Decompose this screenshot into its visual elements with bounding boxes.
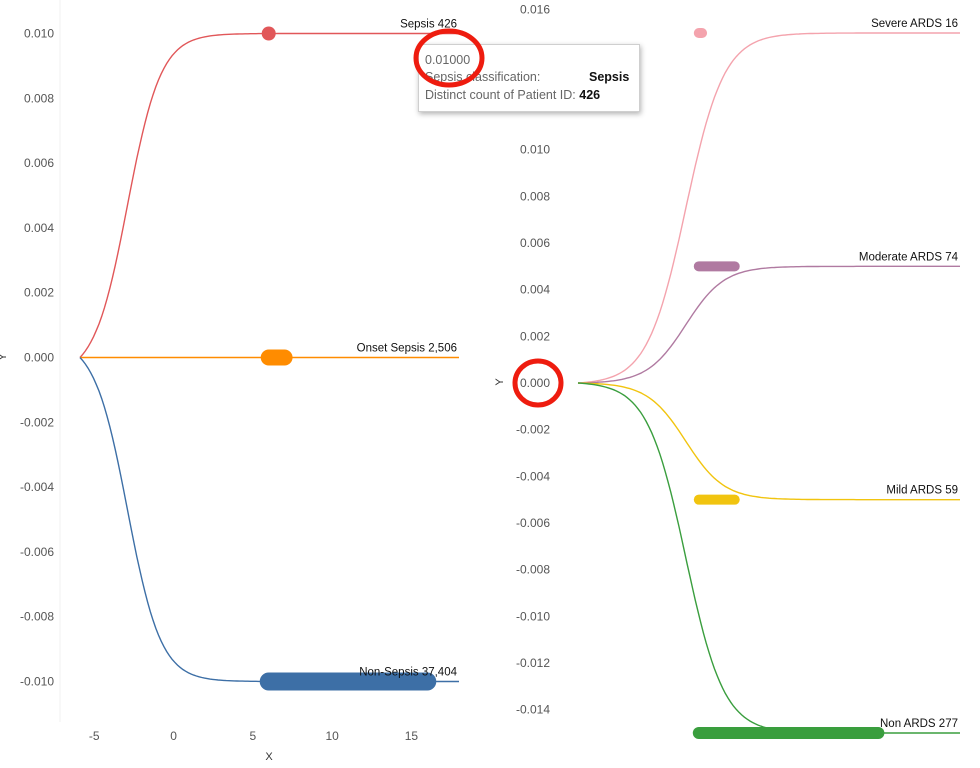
series-line-mild-ards: [577, 382, 960, 501]
y-tick-label: -0.008: [20, 610, 54, 624]
series-line-moderate-ards: [577, 265, 960, 384]
series-label-onset-sepsis: Onset Sepsis 2,506: [357, 343, 457, 355]
left-sepsis-chart: 0.010 0.008 0.006 0.004 0.002 0.000 -0.002 -0.0…: [0, 19, 459, 763]
tooltip-value: 0.01000: [425, 53, 471, 67]
y-axis-title: Y: [494, 378, 506, 386]
x-axis-title: X: [265, 751, 273, 763]
tooltip: 0.01000 Sepsis classification: Sepsis Di…: [418, 44, 640, 112]
y-tick-label: -0.006: [20, 545, 54, 559]
y-tick-label: 0.004: [520, 283, 550, 297]
y-tick-label: 0.008: [24, 91, 54, 105]
y-axis-title: Y: [0, 353, 9, 361]
x-tick-label: 10: [325, 729, 339, 743]
y-tick-label: 0.002: [520, 329, 550, 343]
series-line-severe-ards: [577, 32, 960, 384]
series-label-mild-ards: Mild ARDS 59: [886, 485, 958, 497]
x-tick-label: -5: [89, 729, 100, 743]
y-tick-label: 0.004: [24, 221, 54, 235]
y-tick-label: 0.010: [520, 143, 550, 157]
series-label-sepsis: Sepsis 426: [400, 19, 457, 31]
right-ards-chart: 0.016 0.010 0.008 0.006 0.004 0.002 0.000 -0.00…: [494, 3, 960, 739]
y-tick-label: -0.010: [20, 675, 54, 689]
y-tick-label: -0.006: [516, 516, 550, 530]
y-tick-label: 0.010: [24, 27, 54, 41]
tooltip-row-count: Distinct count of Patient ID: 426: [425, 88, 600, 102]
series-line-non-sepsis: [79, 357, 459, 683]
series-label-moderate-ards: Moderate ARDS 74: [859, 251, 959, 263]
y-tick-label: -0.002: [516, 423, 550, 437]
y-tick-label: 0.000: [520, 376, 550, 390]
tooltip-row-classification: Sepsis classification: Sepsis: [425, 70, 629, 84]
y-tick-label: 0.006: [520, 236, 550, 250]
tooltip-value-count: 426: [579, 88, 601, 102]
y-tick-label: 0.008: [520, 189, 550, 203]
y-tick-label: 0.000: [24, 351, 54, 365]
series-label-non-sepsis: Non-Sepsis 37,404: [359, 667, 457, 679]
y-tick-label: -0.010: [516, 609, 550, 623]
y-tick-label: -0.002: [20, 415, 54, 429]
x-tick-label: 0: [170, 729, 177, 743]
series-line-non-ards: [577, 382, 960, 734]
x-tick-label: 5: [250, 729, 257, 743]
tooltip-value-classification: Sepsis: [589, 70, 630, 84]
y-tick-label: -0.004: [516, 469, 550, 483]
y-tick-label: -0.014: [516, 703, 550, 717]
y-tick-label: 0.006: [24, 156, 54, 170]
tooltip-key-classification: Sepsis classification:: [425, 70, 541, 84]
y-tick-label: -0.012: [516, 656, 550, 670]
y-tick-label: 0.002: [24, 286, 54, 300]
series-line-sepsis: [79, 32, 459, 358]
y-tick-label: -0.004: [20, 480, 54, 494]
series-label-severe-ards: Severe ARDS 16: [871, 18, 958, 30]
tooltip-key-count: Distinct count of Patient ID:: [425, 88, 576, 102]
series-label-non-ards: Non ARDS 277: [880, 718, 958, 730]
y-tick-label: 0.016: [520, 3, 550, 17]
y-tick-label: -0.008: [516, 563, 550, 577]
x-tick-label: 15: [405, 729, 419, 743]
